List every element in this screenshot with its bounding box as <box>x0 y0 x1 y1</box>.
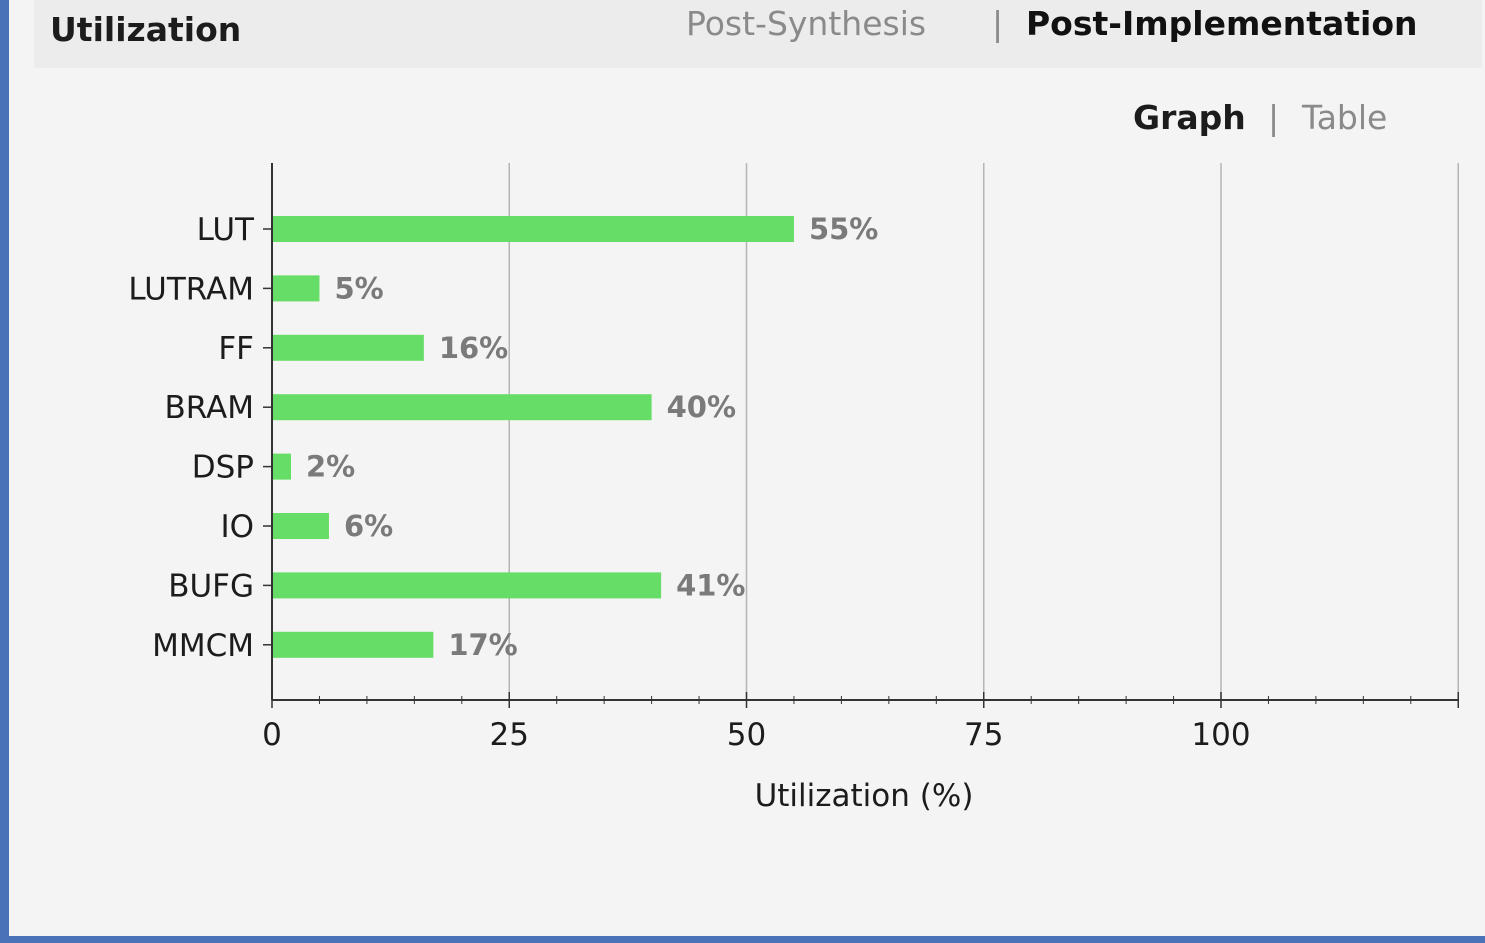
x-axis-label: Utilization (%) <box>755 778 974 814</box>
bar-bram <box>272 394 652 421</box>
category-label: BRAM <box>164 390 254 426</box>
x-tick-label: 50 <box>727 717 766 753</box>
value-label: 6% <box>344 509 393 543</box>
bar-dsp <box>272 453 291 480</box>
value-label: 40% <box>667 390 736 424</box>
panel-left-border <box>0 0 9 943</box>
category-label: IO <box>220 509 254 545</box>
category-label: FF <box>218 331 254 367</box>
x-tick-label: 75 <box>964 717 1003 753</box>
bar-mmcm <box>272 631 434 658</box>
view-graph-link[interactable]: Graph <box>1133 98 1246 137</box>
tab-post-synthesis[interactable]: Post-Synthesis <box>686 4 927 43</box>
tab-separator: | <box>992 4 1004 43</box>
bar-lut <box>272 216 794 242</box>
panel-bottom-border <box>0 936 1485 943</box>
value-label: 41% <box>676 568 745 602</box>
value-label: 16% <box>439 331 508 365</box>
category-label: LUTRAM <box>128 271 254 307</box>
x-tick-label: 0 <box>262 717 282 753</box>
view-table-link[interactable]: Table <box>1302 98 1388 137</box>
x-tick-label: 100 <box>1191 717 1250 753</box>
tab-post-implementation[interactable]: Post-Implementation <box>1026 4 1418 43</box>
bar-lutram <box>272 275 320 302</box>
panel-title: Utilization <box>50 10 242 49</box>
value-label: 5% <box>334 271 383 305</box>
panel-header: Utilization Post-Synthesis | Post-Implem… <box>34 0 1482 68</box>
value-label: 55% <box>809 212 878 246</box>
category-label: BUFG <box>168 568 254 604</box>
value-label: 17% <box>448 628 517 662</box>
category-label: DSP <box>192 450 254 486</box>
category-label: MMCM <box>152 628 254 664</box>
category-label: LUT <box>197 212 255 248</box>
value-label: 2% <box>306 450 355 484</box>
view-separator: | <box>1268 98 1280 137</box>
bar-io <box>272 513 329 539</box>
x-tick-label: 25 <box>490 717 529 753</box>
bar-bufg <box>272 572 662 599</box>
bar-ff <box>272 334 424 361</box>
